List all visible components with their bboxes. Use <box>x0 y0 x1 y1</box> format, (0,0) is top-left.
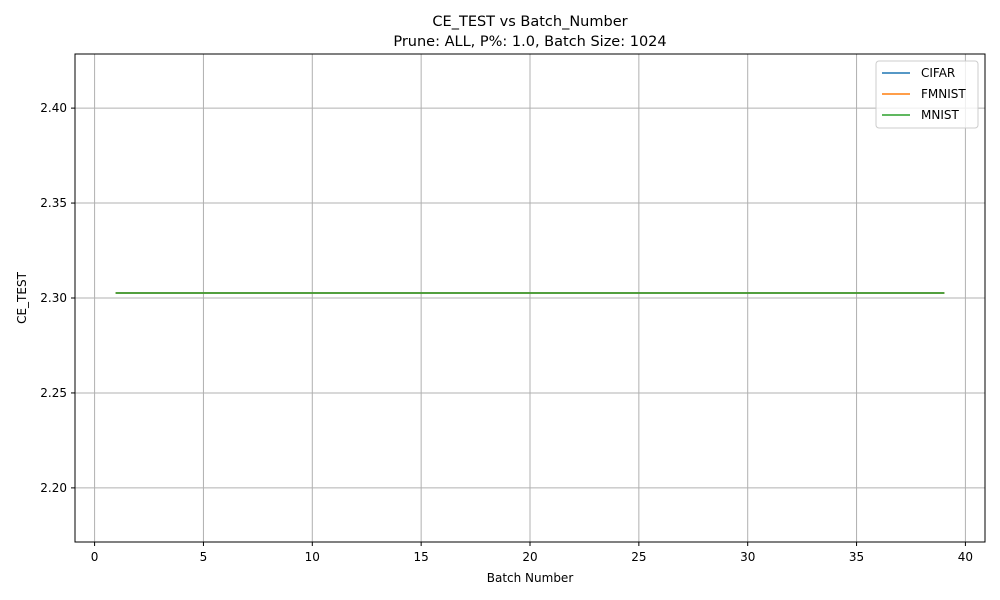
legend-label-mnist: MNIST <box>921 108 959 122</box>
legend-label-cifar: CIFAR <box>921 66 955 80</box>
y-tick-label: 2.25 <box>40 386 67 400</box>
x-tick-label: 0 <box>91 550 99 564</box>
grid <box>75 54 985 542</box>
x-tick-label: 25 <box>631 550 646 564</box>
chart-title: CE_TEST vs Batch_Number <box>432 14 627 30</box>
x-tick-label: 5 <box>200 550 208 564</box>
x-tick-label: 15 <box>414 550 429 564</box>
x-tick-label: 30 <box>740 550 755 564</box>
y-axis-label: CE_TEST <box>15 271 29 323</box>
legend: CIFAR FMNIST MNIST <box>875 60 979 129</box>
chart-subtitle: Prune: ALL, P%: 1.0, Batch Size: 1024 <box>393 34 666 50</box>
legend-box <box>875 60 979 129</box>
x-tick-label: 40 <box>958 550 973 564</box>
y-axis-ticks: 2.20 2.25 2.30 2.35 2.40 <box>40 101 75 495</box>
y-tick-label: 2.20 <box>40 481 67 495</box>
x-tick-label: 10 <box>305 550 320 564</box>
legend-label-fmnist: FMNIST <box>921 87 966 101</box>
y-tick-label: 2.35 <box>40 196 67 210</box>
x-tick-label: 20 <box>522 550 537 564</box>
x-tick-label: 35 <box>849 550 864 564</box>
y-tick-label: 2.40 <box>40 101 67 115</box>
x-axis-label: Batch Number <box>487 571 574 585</box>
x-axis-ticks: 0 5 10 15 20 25 30 35 40 <box>91 542 973 564</box>
y-tick-label: 2.30 <box>40 291 67 305</box>
